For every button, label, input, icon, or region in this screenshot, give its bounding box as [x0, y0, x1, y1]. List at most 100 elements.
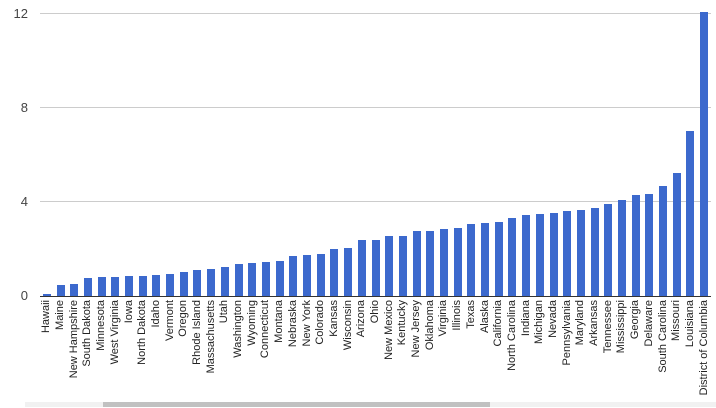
x-axis-label: Pennsylvania: [560, 300, 573, 366]
bar-nebraska[interactable]: [289, 256, 298, 296]
x-axis-label: South Dakota: [81, 300, 94, 367]
bar-hawaii[interactable]: [42, 294, 51, 296]
bar-nevada[interactable]: [549, 213, 558, 296]
plot-area: [40, 12, 711, 297]
x-axis-label: Nevada: [547, 300, 560, 338]
bar-district-of-columbia[interactable]: [700, 12, 709, 296]
bar-ohio[interactable]: [371, 240, 380, 296]
bar-new-jersey[interactable]: [412, 231, 421, 296]
bar-minnesota[interactable]: [97, 277, 106, 296]
bar-rhode-island[interactable]: [193, 270, 202, 296]
scrollbar-thumb[interactable]: [103, 402, 490, 407]
x-axis-label: New Jersey: [410, 300, 423, 358]
x-axis-label: Indiana: [519, 300, 532, 337]
x-axis-label: Utah: [218, 300, 231, 324]
x-axis-label: California: [492, 300, 505, 347]
y-axis-tick-label: 12: [13, 6, 28, 21]
bar-indiana[interactable]: [522, 215, 531, 296]
bar-south-dakota[interactable]: [83, 278, 92, 296]
bar-new-hampshire[interactable]: [70, 284, 79, 296]
bar-kansas[interactable]: [330, 249, 339, 296]
bar-iowa[interactable]: [125, 276, 133, 296]
bar-connecticut[interactable]: [261, 262, 270, 296]
bar-wisconsin[interactable]: [344, 248, 353, 296]
x-axis-label: Texas: [464, 300, 477, 329]
bar-colorado[interactable]: [316, 254, 325, 296]
x-axis-line: [40, 296, 711, 297]
x-axis-label: North Carolina: [505, 300, 518, 371]
bar-california[interactable]: [494, 222, 503, 296]
bar-new-york[interactable]: [303, 255, 312, 296]
bar-georgia[interactable]: [631, 195, 640, 296]
x-axis-label: Nebraska: [286, 300, 299, 348]
x-axis-label: Kentucky: [396, 300, 409, 346]
bar-oklahoma[interactable]: [426, 231, 435, 296]
bar-massachusetts[interactable]: [207, 269, 216, 296]
gridline: [40, 107, 711, 108]
x-axis-label: District of Columbia: [697, 300, 710, 396]
bar-north-carolina[interactable]: [508, 218, 517, 296]
bar-alaska[interactable]: [481, 223, 490, 296]
x-axis-label: North Dakota: [136, 300, 149, 365]
bar-vermont[interactable]: [166, 274, 175, 296]
bar-illinois[interactable]: [453, 228, 462, 296]
x-axis-label: New Mexico: [382, 300, 395, 360]
x-axis-label: Georgia: [629, 300, 642, 340]
bar-texas[interactable]: [467, 224, 476, 296]
x-axis-label: Virginia: [437, 300, 450, 337]
y-axis-tick-label: 0: [20, 288, 28, 303]
x-axis-label: Iowa: [122, 300, 135, 324]
bar-montana[interactable]: [275, 261, 284, 296]
bar-pennsylvania[interactable]: [563, 211, 572, 296]
x-axis-label: Idaho: [149, 300, 162, 328]
y-axis-tick-label: 4: [20, 194, 28, 209]
y-axis-tick-label: 8: [20, 100, 28, 115]
bar-oregon[interactable]: [179, 272, 188, 296]
bar-west-virginia[interactable]: [111, 277, 120, 296]
bar-louisiana[interactable]: [686, 131, 695, 296]
bar-missouri[interactable]: [672, 173, 681, 296]
x-axis-label: Tennessee: [601, 300, 614, 354]
x-axis-label: West Virginia: [108, 300, 121, 365]
bar-mississippi[interactable]: [617, 200, 626, 296]
x-axis-label: Vermont: [163, 300, 176, 341]
x-axis-label: Connecticut: [259, 300, 272, 359]
x-axis-label: Rhode Island: [190, 300, 203, 365]
x-axis-label: Mississippi: [615, 300, 628, 354]
horizontal-scrollbar[interactable]: [25, 402, 716, 407]
x-axis-label: South Carolina: [656, 300, 669, 373]
x-axis-label: Wisconsin: [341, 300, 354, 351]
x-axis-label: Michigan: [533, 300, 546, 345]
bar-north-dakota[interactable]: [138, 276, 147, 296]
bar-arkansas[interactable]: [590, 208, 599, 296]
bar-arizona[interactable]: [357, 240, 366, 296]
x-axis-label: Kansas: [327, 300, 340, 337]
x-axis-label: Oregon: [177, 300, 190, 337]
gridline: [40, 201, 711, 202]
x-axis-label: New Hampshire: [67, 300, 80, 379]
x-axis-label: Louisiana: [683, 300, 696, 348]
bar-idaho[interactable]: [152, 275, 161, 296]
bar-maryland[interactable]: [576, 210, 585, 296]
bar-washington[interactable]: [234, 264, 243, 296]
x-axis-label: Washington: [232, 300, 245, 358]
x-axis-label: Ohio: [369, 300, 381, 324]
bar-virginia[interactable]: [439, 229, 448, 296]
bar-new-mexico[interactable]: [385, 236, 394, 296]
x-axis-label: New York: [300, 300, 313, 347]
x-axis-label: Maine: [54, 300, 67, 330]
x-axis-label: Missouri: [670, 300, 683, 341]
x-axis-label: Hawaii: [40, 300, 53, 334]
bar-kentucky[interactable]: [398, 236, 407, 296]
bar-tennessee[interactable]: [604, 204, 613, 296]
bar-michigan[interactable]: [535, 214, 544, 296]
x-axis-label: Arkansas: [588, 300, 601, 346]
bar-wyoming[interactable]: [248, 263, 257, 296]
bar-south-carolina[interactable]: [659, 186, 668, 296]
bar-delaware[interactable]: [645, 194, 654, 296]
bar-utah[interactable]: [220, 267, 229, 296]
bar-maine[interactable]: [56, 285, 65, 296]
gridline: [40, 13, 711, 14]
x-axis-label: Arizona: [355, 300, 368, 338]
